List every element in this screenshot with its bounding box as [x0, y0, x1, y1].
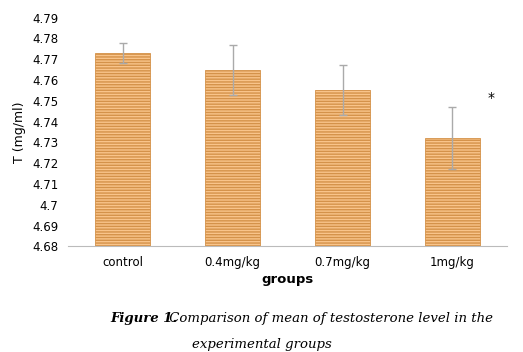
Bar	[205, 70, 260, 246]
Bar	[95, 53, 151, 246]
Text: Comparison of mean of testosterone level in the: Comparison of mean of testosterone level…	[165, 312, 493, 325]
Bar	[315, 90, 370, 246]
Y-axis label: T (mg/ml): T (mg/ml)	[14, 101, 27, 163]
X-axis label: groups: groups	[262, 273, 314, 286]
Text: *: *	[487, 91, 495, 105]
Text: experimental groups: experimental groups	[191, 338, 332, 351]
Bar	[425, 138, 480, 246]
Text: Figure 1.: Figure 1.	[110, 312, 177, 325]
